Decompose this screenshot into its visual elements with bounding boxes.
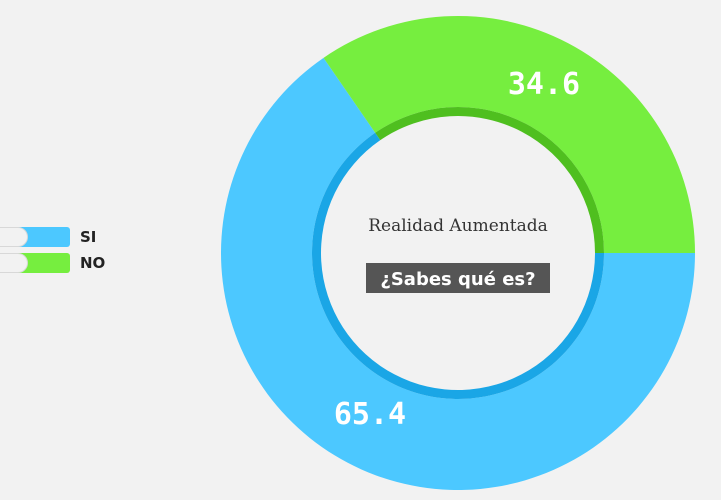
legend-label-no: NO (80, 254, 106, 272)
chart-subtitle: ¿Sabes qué es? (380, 269, 535, 290)
legend-item-no[interactable]: NO (0, 250, 130, 276)
value-label-no: 34.6 (508, 67, 580, 102)
donut-hole (322, 117, 594, 389)
slice-inner-ring-no (375, 107, 604, 254)
chart-title: Realidad Aumentada (368, 216, 548, 236)
slice-si[interactable] (220, 57, 695, 490)
subtitle-badge (366, 263, 550, 293)
legend-toggle-no[interactable] (0, 253, 28, 273)
legend-toggle-si[interactable] (0, 227, 28, 247)
value-label-si: 65.4 (334, 397, 406, 432)
slice-no[interactable] (323, 15, 695, 253)
legend-item-si[interactable]: SI (0, 224, 130, 250)
legend-label-si: SI (80, 228, 97, 246)
legend: SI NO (0, 224, 130, 276)
